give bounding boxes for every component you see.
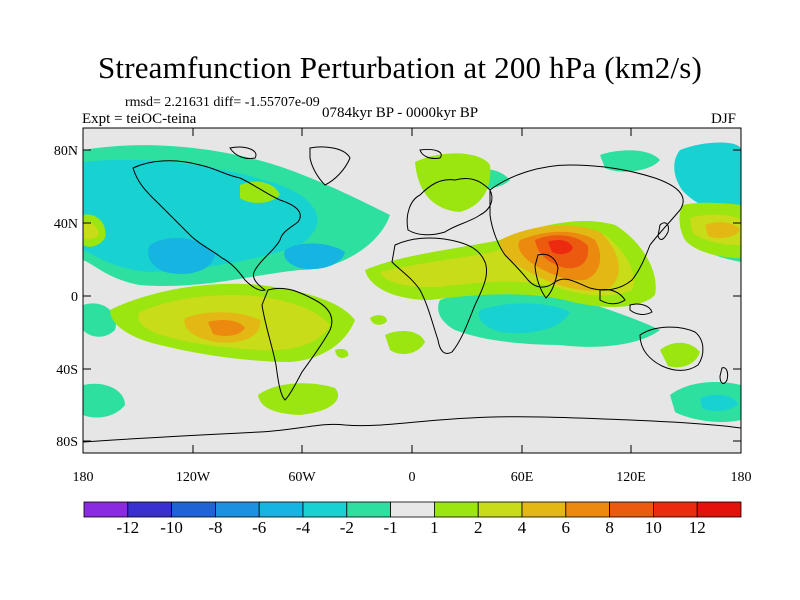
- coast-south-america: [261, 287, 333, 401]
- colorbar-label: 4: [518, 518, 527, 537]
- contour-field: [83, 128, 741, 453]
- coast-japan: [657, 222, 669, 240]
- coast-australia: [639, 326, 704, 371]
- lon-tick-label: 60E: [511, 470, 534, 485]
- colorbar-label: -1: [384, 518, 398, 537]
- colorbar-swatch: [214, 501, 260, 518]
- lon-tick-label: 120E: [616, 470, 646, 485]
- region-atlantic-negative: [284, 243, 345, 270]
- region-southern-ocean-aus-2: [700, 394, 738, 412]
- lat-tick-label: 40N: [54, 217, 78, 232]
- colorbar: -12 -10 -8 -6 -4 -2 -1 1 2 4 6 8 10 12: [83, 501, 742, 537]
- colorbar-swatch: [653, 501, 698, 518]
- colorbar-label: 12: [689, 518, 706, 537]
- colorbar-swatch: [302, 501, 348, 518]
- season-label: DJF: [711, 111, 737, 127]
- colorbar-swatch: [696, 501, 742, 518]
- colorbar-swatch: [171, 501, 216, 518]
- region-west-pacific-positive-2: [83, 221, 99, 240]
- colorbar-label: -10: [160, 518, 183, 537]
- colorbar-swatch: [565, 501, 610, 518]
- colorbar-swatch: [433, 501, 479, 518]
- region-central-pacific-positive-3: [705, 222, 740, 238]
- colorbar-label: 10: [645, 518, 662, 537]
- region-north-europe-positive: [415, 153, 491, 212]
- coast-asia: [489, 164, 684, 291]
- lat-tick-label: 0: [71, 290, 78, 305]
- region-south-america-south: [258, 383, 339, 415]
- colorbar-label: -6: [252, 518, 266, 537]
- lon-axis: 180 120W 60W 0 60E 120E 180: [73, 128, 752, 485]
- region-north-canada-positive: [240, 181, 280, 203]
- colorbar-swatch: [346, 501, 391, 518]
- coastlines: [83, 146, 741, 443]
- colorbar-label: -8: [208, 518, 222, 537]
- region-small-atlantic: [370, 315, 387, 325]
- plot-title: Streamfunction Perturbation at 200 hPa (…: [97, 50, 703, 85]
- lat-tick-label: 40S: [56, 363, 78, 378]
- lat-tick-label: 80S: [56, 435, 78, 450]
- coast-greenland: [309, 146, 351, 186]
- region-australia-positive: [660, 342, 700, 368]
- coast-antarctica: [83, 416, 741, 443]
- colorbar-swatch: [609, 501, 654, 518]
- coast-se-asia: [599, 289, 653, 315]
- colorbar-label: -2: [340, 518, 354, 537]
- colorbar-label: -4: [296, 518, 311, 537]
- lon-tick-label: 0: [409, 470, 416, 485]
- coast-india: [534, 253, 559, 299]
- colorbar-label: 6: [562, 518, 571, 537]
- region-south-atlantic-positive: [385, 330, 425, 354]
- coast-new-zealand: [719, 367, 729, 384]
- region-south-pacific-small: [335, 348, 349, 358]
- stats-text: rmsd= 2.21631 diff= -1.55707e-09: [125, 95, 320, 110]
- coast-north-america: [132, 160, 301, 291]
- coast-africa: [391, 237, 488, 354]
- region-eastern-pacific-neg: [83, 303, 116, 337]
- coast-arctic-islands: [229, 146, 442, 159]
- period-label: 0784kyr BP - 0000kyr BP: [322, 105, 479, 121]
- lon-tick-label: 120W: [176, 470, 211, 485]
- colorbar-label: 2: [474, 518, 483, 537]
- region-indian-ocean-neg-2: [478, 303, 570, 334]
- colorbar-label: -12: [116, 518, 139, 537]
- region-east-pacific-sa-core: [208, 320, 245, 336]
- colorbar-label: 1: [430, 518, 439, 537]
- experiment-label: Expt = teiOC-teina: [82, 111, 197, 127]
- region-west-pacific-neg: [674, 142, 741, 220]
- region-arctic-neg-1: [600, 150, 660, 172]
- colorbar-swatch: [477, 501, 523, 518]
- colorbar-swatch: [127, 501, 173, 518]
- lat-axis: 80N 40N 0 40S 80S: [54, 144, 741, 450]
- lon-tick-label: 60W: [288, 470, 316, 485]
- lon-tick-label: 180: [73, 470, 94, 485]
- region-north-pacific-negative-3: [148, 237, 215, 275]
- colorbar-label: 8: [605, 518, 614, 537]
- region-southern-ocean-atl: [83, 383, 125, 418]
- colorbar-swatch: [258, 501, 304, 518]
- lon-tick-label: 180: [731, 470, 752, 485]
- colorbar-swatch: [521, 501, 567, 518]
- colorbar-swatch: [83, 501, 129, 518]
- region-south-asia-core: [548, 240, 573, 255]
- colorbar-swatch: [390, 501, 435, 518]
- lat-tick-label: 80N: [54, 144, 78, 159]
